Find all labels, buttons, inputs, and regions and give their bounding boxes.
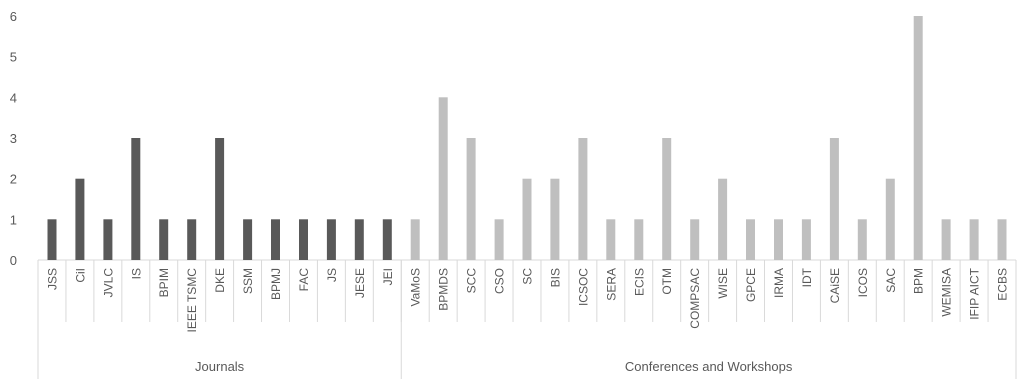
bar-jese [354, 219, 364, 260]
bar-gpce [746, 219, 755, 260]
bar-jss [47, 219, 57, 260]
x-tick-label: WISE [716, 268, 730, 299]
bar-dke [215, 138, 225, 260]
bar-vamos [410, 219, 420, 260]
x-tick-label: SERA [604, 268, 618, 301]
x-tick-label: IDT [800, 267, 814, 287]
bar-wise [718, 178, 728, 260]
x-tick-label: IEEE TSMC [185, 268, 199, 333]
x-tick-label: BPM [912, 268, 926, 294]
x-tick-label: CiI [73, 268, 87, 283]
x-tick-label: JEI [381, 268, 395, 285]
x-tick-label: IRMA [772, 268, 786, 298]
x-tick-label: COMPSAC [688, 268, 702, 329]
y-tick-label: 1 [10, 212, 17, 227]
x-tick-label: BPMJ [269, 268, 283, 300]
group-labels: Journals Conferences and Workshops [195, 359, 793, 374]
x-tick-label: OTM [660, 268, 674, 295]
x-tick-label: BPIM [157, 268, 171, 297]
x-tick-label: JSS [45, 268, 59, 290]
bars [47, 16, 1007, 260]
bar-is [131, 138, 141, 260]
y-tick-label: 6 [10, 9, 17, 24]
x-tick-label: IFIP AICT [968, 267, 982, 319]
bar-cso [494, 219, 504, 260]
bar-jei [382, 219, 392, 260]
bar-ieee-tsmc [187, 219, 197, 260]
bar-bpim [159, 219, 169, 260]
bar-ifip-aict [969, 219, 979, 260]
bar-scc [466, 138, 476, 260]
y-tick-label: 3 [10, 131, 17, 146]
bar-fac [299, 219, 308, 260]
y-tick-label: 0 [10, 253, 17, 268]
bar-sac [885, 178, 895, 260]
x-tick-label: SC [521, 268, 535, 285]
bar-bpmds [438, 97, 448, 260]
x-tick-label: ECBS [996, 268, 1010, 301]
x-tick-label: CSO [493, 268, 507, 294]
x-tick-label: ICOS [856, 268, 870, 297]
group-label: Conferences and Workshops [625, 359, 793, 374]
x-tick-label: JESE [353, 268, 367, 298]
bar-ecbs [997, 219, 1007, 260]
x-tick-label: IS [129, 268, 143, 279]
bar-cii [75, 178, 85, 260]
x-tick-label: SAC [884, 268, 898, 293]
x-tick-label: VaMoS [409, 268, 423, 306]
bar-sera [606, 219, 616, 260]
x-tick-label: SSM [241, 268, 255, 294]
bar-ecis [634, 219, 644, 260]
bar-irma [774, 219, 783, 260]
axis-layer [37, 259, 1017, 379]
x-tick-label: ECIS [632, 268, 646, 296]
x-tick-label: FAC [297, 268, 311, 292]
bar-bis [550, 178, 560, 260]
x-tick-label: BIS [548, 268, 562, 287]
bar-icsoc [578, 138, 588, 260]
bar-otm [662, 138, 672, 260]
x-tick-label: CAiSE [828, 268, 842, 303]
x-tick-label: DKE [213, 268, 227, 293]
x-tick-label: WEMISA [940, 268, 954, 317]
y-tick-label: 4 [10, 90, 17, 105]
y-tick-labels: 0 1 2 3 4 5 6 [10, 9, 17, 268]
x-tick-label: SCC [465, 268, 479, 294]
y-tick-label: 5 [10, 50, 17, 65]
x-tick-labels: JSS CiI JVLC IS BPIM IEEE TSMC DKE SSM BPMJ FAC JS… [45, 267, 1009, 332]
bar-icos [857, 219, 867, 260]
bar-wemisa [941, 219, 951, 260]
x-tick-label: GPCE [744, 268, 758, 302]
group-label: Journals [195, 359, 245, 374]
bar-caise [829, 138, 839, 260]
bar-ssm [243, 219, 253, 260]
bar-js [326, 219, 336, 260]
bar-compsac [690, 219, 700, 260]
x-tick-label: BPMDS [437, 268, 451, 311]
bar-bpmj [271, 219, 280, 260]
bar-sc [522, 178, 532, 260]
x-tick-label: JVLC [101, 268, 115, 298]
y-tick-label: 2 [10, 172, 17, 187]
bar-jvlc [103, 219, 113, 260]
bar-idt [801, 219, 811, 260]
x-tick-label: ICSOC [576, 268, 590, 306]
bar-bpm [913, 16, 923, 260]
x-tick-label: JS [325, 268, 339, 282]
